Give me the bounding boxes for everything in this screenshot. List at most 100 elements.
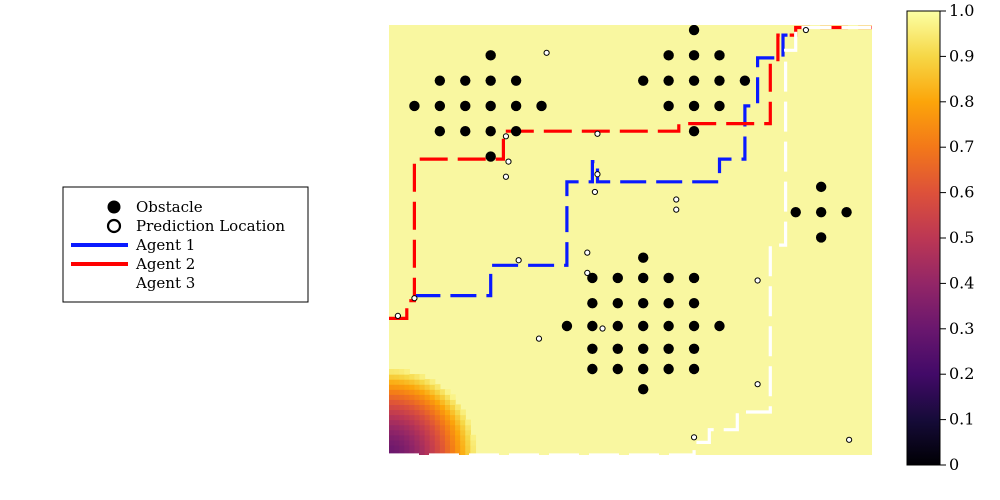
- colorbar-ticks: 0 0.1 0.2 0.3 0.4 0.5 0.6 0.7 0.8 0.9 1.0: [940, 1, 974, 474]
- heatmap-cell: [419, 414, 426, 421]
- heatmap-cell: [404, 404, 410, 411]
- obstacle-marker: [587, 343, 598, 354]
- heatmap-cell: [409, 444, 416, 451]
- prediction-location-marker: [599, 325, 606, 332]
- obstacle-marker: [434, 100, 446, 112]
- colorbar-tick-label: 0.4: [949, 273, 974, 292]
- heatmap-cell: [444, 399, 451, 406]
- heatmap-cell: [450, 444, 456, 451]
- legend-obstacle-label: Obstacle: [136, 198, 203, 216]
- obstacle-marker: [638, 363, 649, 375]
- heatmap-cell: [450, 434, 456, 441]
- heatmap-cell: [404, 384, 410, 390]
- heatmap-cell: [424, 404, 431, 411]
- obstacle-marker: [612, 320, 623, 332]
- heatmap-cell: [455, 429, 461, 436]
- heatmap-cell: [389, 424, 395, 431]
- heatmap-cell: [414, 379, 421, 385]
- heatmap-cell: [444, 434, 451, 441]
- heatmap-cell: [439, 444, 446, 451]
- colorbar: 0 0.1 0.2 0.3 0.4 0.5 0.6 0.7 0.8 0.9 1.0: [906, 1, 974, 474]
- heatmap-cell: [414, 414, 421, 421]
- obstacle-marker: [638, 75, 649, 86]
- heatmap-cell: [409, 404, 416, 411]
- heatmap-cell: [429, 394, 436, 400]
- heatmap-cell: [409, 434, 416, 441]
- heatmap-cell: [450, 394, 456, 400]
- heatmap-cell: [455, 404, 461, 411]
- obstacle-marker: [485, 126, 496, 137]
- heatmap-cell: [389, 414, 395, 421]
- heatmap-cell: [414, 399, 421, 406]
- heatmap-cell: [439, 394, 446, 400]
- heatmap-cell: [444, 414, 451, 421]
- heatmap-cell: [460, 424, 466, 431]
- heatmap-cell: [394, 424, 400, 431]
- heatmap-cell: [394, 369, 400, 375]
- prediction-location-marker: [690, 434, 698, 441]
- heatmap-cell: [460, 429, 466, 436]
- heatmap-cell: [419, 384, 426, 390]
- heatmap-cell: [434, 399, 441, 406]
- obstacle-marker: [434, 75, 446, 86]
- heatmap-cell: [389, 389, 395, 395]
- agent-paths: [389, 25, 872, 455]
- heatmap-cell: [455, 414, 461, 421]
- heatmap-cell: [409, 419, 416, 426]
- prediction-location-marker: [591, 188, 599, 196]
- heatmap-cell: [419, 434, 426, 441]
- obstacle-marker: [663, 343, 674, 354]
- heatmap-cell: [414, 384, 421, 390]
- heatmap-cell: [394, 379, 400, 385]
- heatmap-cell: [434, 424, 441, 431]
- obstacle-marker: [561, 320, 573, 332]
- heatmap-cell: [394, 409, 400, 416]
- heatmap-cell: [434, 384, 441, 390]
- heatmap-low-region: [389, 369, 477, 455]
- heatmap-cell: [389, 369, 395, 375]
- heatmap-cell: [399, 424, 405, 431]
- heatmap-cell: [434, 409, 441, 416]
- obstacle-marker: [714, 75, 725, 86]
- heatmap-cell: [450, 419, 456, 426]
- plot-area: [389, 25, 872, 455]
- heatmap-cell: [429, 439, 436, 446]
- heatmap-cell: [444, 449, 451, 455]
- heatmap-cell: [429, 414, 436, 421]
- heatmap-cell: [434, 444, 441, 451]
- heatmap-cell: [439, 449, 446, 455]
- heatmap-cell: [444, 419, 451, 426]
- heatmap-cell: [470, 444, 477, 451]
- heatmap-cell: [399, 429, 405, 436]
- heatmap-cell: [399, 449, 405, 455]
- heatmap-cell: [429, 389, 436, 395]
- heatmap-cell: [399, 434, 405, 441]
- colorbar-gradient: [907, 11, 940, 465]
- colorbar-tick-label: 0.1: [949, 410, 974, 429]
- heatmap-cell: [434, 439, 441, 446]
- prediction-location-marker: [594, 171, 601, 178]
- obstacle-marker: [638, 252, 649, 263]
- heatmap-cell: [409, 449, 416, 455]
- obstacle-marker: [587, 272, 598, 284]
- obstacle-marker: [536, 100, 547, 112]
- heatmap-cell: [389, 374, 395, 380]
- heatmap-cell: [399, 394, 405, 400]
- obstacle-marker: [688, 50, 700, 61]
- heatmap-cell: [414, 444, 421, 451]
- heatmap-cell: [450, 409, 456, 416]
- obstacle-marker: [815, 206, 827, 218]
- heatmap-cell: [424, 424, 431, 431]
- heatmap-cell: [404, 424, 410, 431]
- heatmap-cell: [444, 444, 451, 451]
- heatmap-cell: [460, 449, 466, 455]
- heatmap-cell: [439, 439, 446, 446]
- heatmap-cell: [389, 434, 395, 441]
- heatmap-cell: [394, 444, 400, 451]
- heatmap-cell: [414, 429, 421, 436]
- heatmap-cell: [439, 414, 446, 421]
- heatmap-cell: [404, 374, 410, 380]
- heatmap-cell: [399, 369, 405, 375]
- heatmap-cell: [414, 389, 421, 395]
- obstacle-marker: [510, 75, 522, 86]
